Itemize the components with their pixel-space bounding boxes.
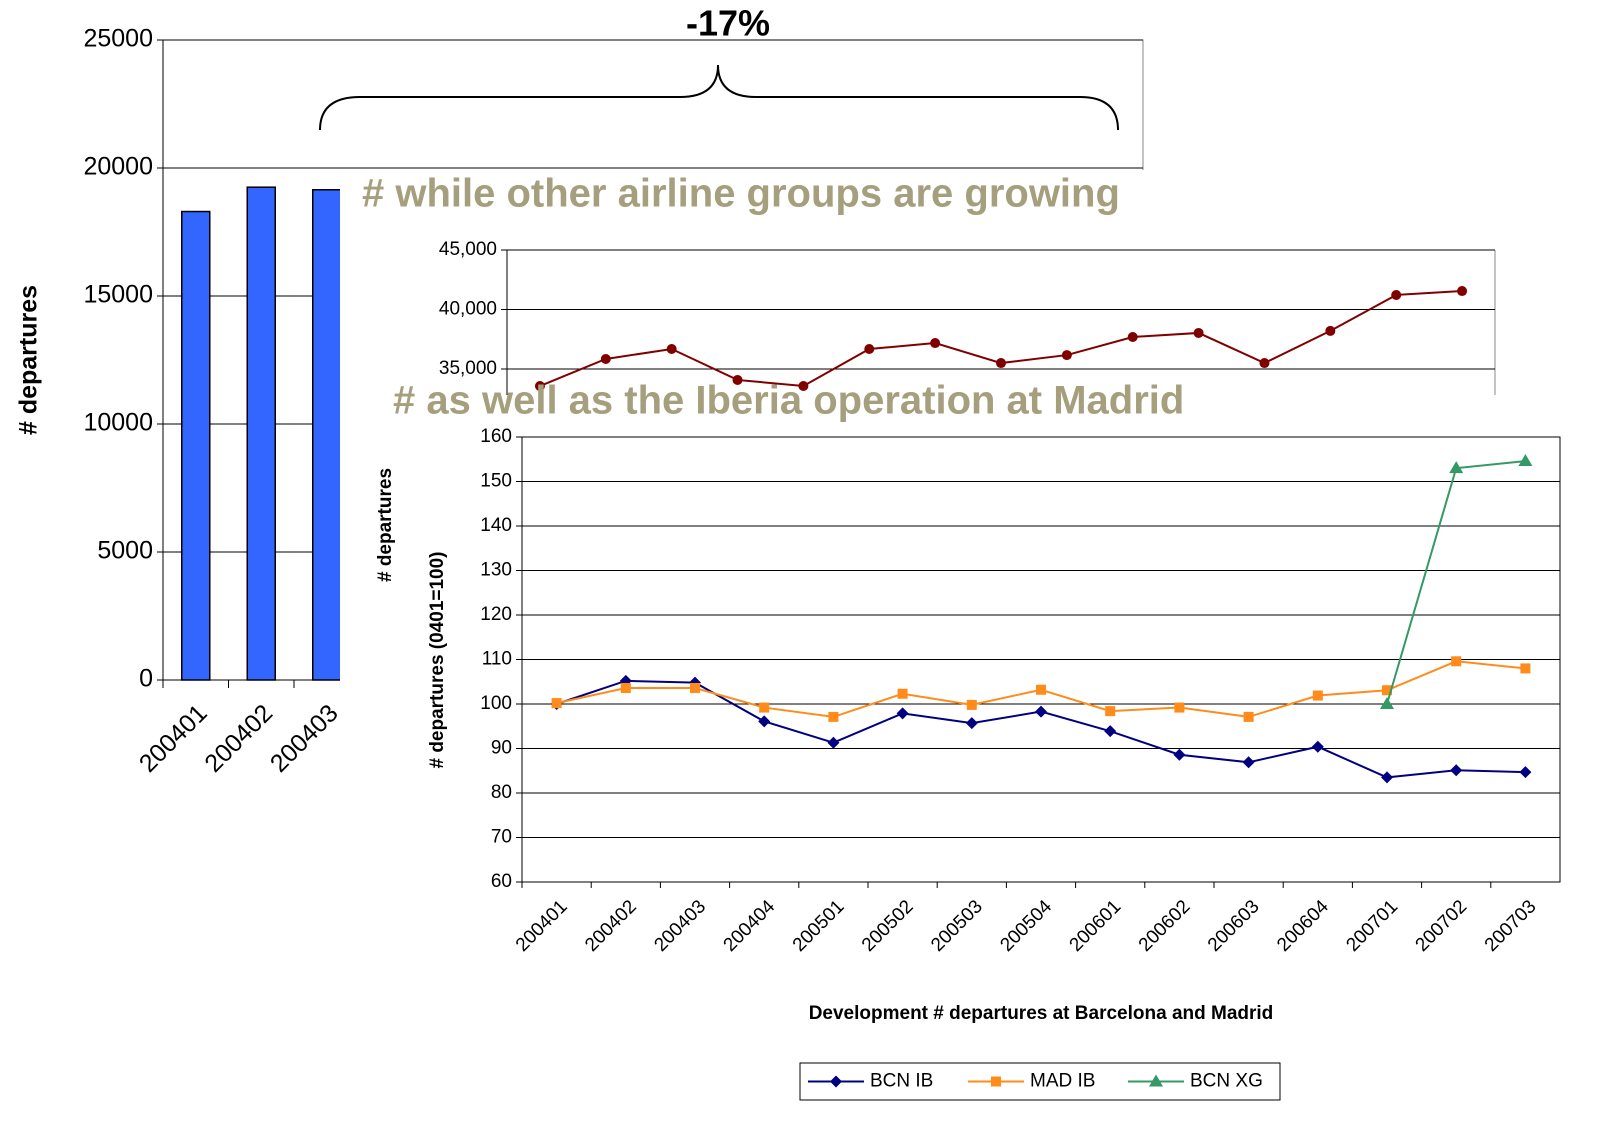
y-tick-label: 80 <box>491 782 512 803</box>
y-tick-label: 130 <box>480 560 512 581</box>
marker <box>966 699 977 710</box>
marker <box>1449 461 1464 474</box>
chart-title: # while other airline groups are growing <box>362 172 1120 216</box>
y-tick-label: 110 <box>482 649 512 670</box>
bar <box>181 210 211 681</box>
marker <box>1451 656 1462 667</box>
marker <box>1380 697 1394 709</box>
marker <box>996 358 1006 369</box>
annotation: -17% <box>686 3 770 44</box>
y-tick-label: 60 <box>491 871 512 892</box>
marker <box>896 707 909 720</box>
marker <box>1382 685 1392 696</box>
marker <box>1035 705 1047 718</box>
marker <box>991 1076 1001 1087</box>
plot-frame <box>521 436 1561 883</box>
marker <box>1519 766 1532 779</box>
y-tick-label: 5000 <box>97 537 153 565</box>
y-tick-label: 150 <box>480 471 512 492</box>
marker <box>930 338 941 349</box>
marker <box>732 374 743 385</box>
brace <box>319 64 1119 131</box>
y-tick-label: 160 <box>480 426 512 447</box>
marker <box>1325 325 1336 336</box>
marker <box>758 715 771 728</box>
marker <box>1149 1074 1163 1087</box>
legend-label: BCN IB <box>870 1071 933 1092</box>
marker <box>1193 327 1204 338</box>
y-tick-label: 20000 <box>83 153 153 181</box>
x-tick-label: 200401 <box>134 699 213 778</box>
marker <box>798 381 809 392</box>
legend-label: BCN XG <box>1190 1071 1263 1092</box>
marker <box>1242 756 1255 769</box>
y-tick-label: 25000 <box>83 25 153 53</box>
marker <box>1104 725 1117 738</box>
marker <box>1036 684 1046 695</box>
marker <box>1174 702 1185 713</box>
y-tick-label: 70 <box>491 827 512 848</box>
line-chart: # while other airline groups are growing… <box>362 172 1496 582</box>
panel <box>410 395 1608 1131</box>
marker <box>828 711 839 722</box>
y-tick-label: 35,000 <box>439 358 497 379</box>
y-axis-label: # departures <box>15 285 43 435</box>
marker <box>534 381 545 392</box>
marker <box>1381 771 1393 784</box>
legend-label: MAD IB <box>1030 1071 1095 1092</box>
marker <box>690 682 700 693</box>
legend <box>799 1062 1281 1101</box>
marker <box>1312 690 1323 701</box>
chart-title: # as well as the Iberia operation at Mad… <box>393 379 1184 423</box>
bar <box>312 189 342 681</box>
marker <box>965 717 978 730</box>
marker <box>827 736 840 749</box>
y-tick-label: 100 <box>480 693 512 714</box>
marker <box>1259 358 1270 369</box>
marker <box>1457 286 1468 297</box>
marker <box>551 698 562 709</box>
marker <box>1243 711 1254 722</box>
x-tick-label: 200403 <box>265 699 344 778</box>
marker <box>864 344 875 355</box>
y-tick-label: 15000 <box>83 281 153 309</box>
y-axis-label: # departures <box>375 468 396 582</box>
y-tick-label: 140 <box>480 515 512 536</box>
marker <box>1105 706 1116 717</box>
y-axis-label: # departures (0401=100) <box>427 551 448 768</box>
x-tick-label: 200402 <box>199 699 278 778</box>
y-tick-label: 0 <box>139 665 153 693</box>
bar <box>246 186 276 681</box>
x-axis-label: Development # departures at Barcelona an… <box>809 1003 1274 1024</box>
marker <box>1311 740 1324 753</box>
y-tick-label: 10000 <box>83 409 153 437</box>
marker <box>1127 331 1138 342</box>
marker <box>1391 289 1402 300</box>
y-tick-label: 45,000 <box>439 239 497 260</box>
y-tick-label: 40,000 <box>439 299 497 320</box>
marker <box>1061 350 1072 361</box>
marker <box>897 688 908 699</box>
marker <box>1520 663 1531 674</box>
marker <box>759 702 770 713</box>
marker <box>666 344 677 355</box>
marker <box>600 354 611 365</box>
y-tick-label: 90 <box>491 738 512 759</box>
marker <box>620 682 631 693</box>
marker <box>1450 764 1463 777</box>
marker <box>1173 748 1186 761</box>
y-tick-label: 120 <box>480 604 512 625</box>
marker <box>830 1075 842 1088</box>
marker <box>1518 454 1533 467</box>
